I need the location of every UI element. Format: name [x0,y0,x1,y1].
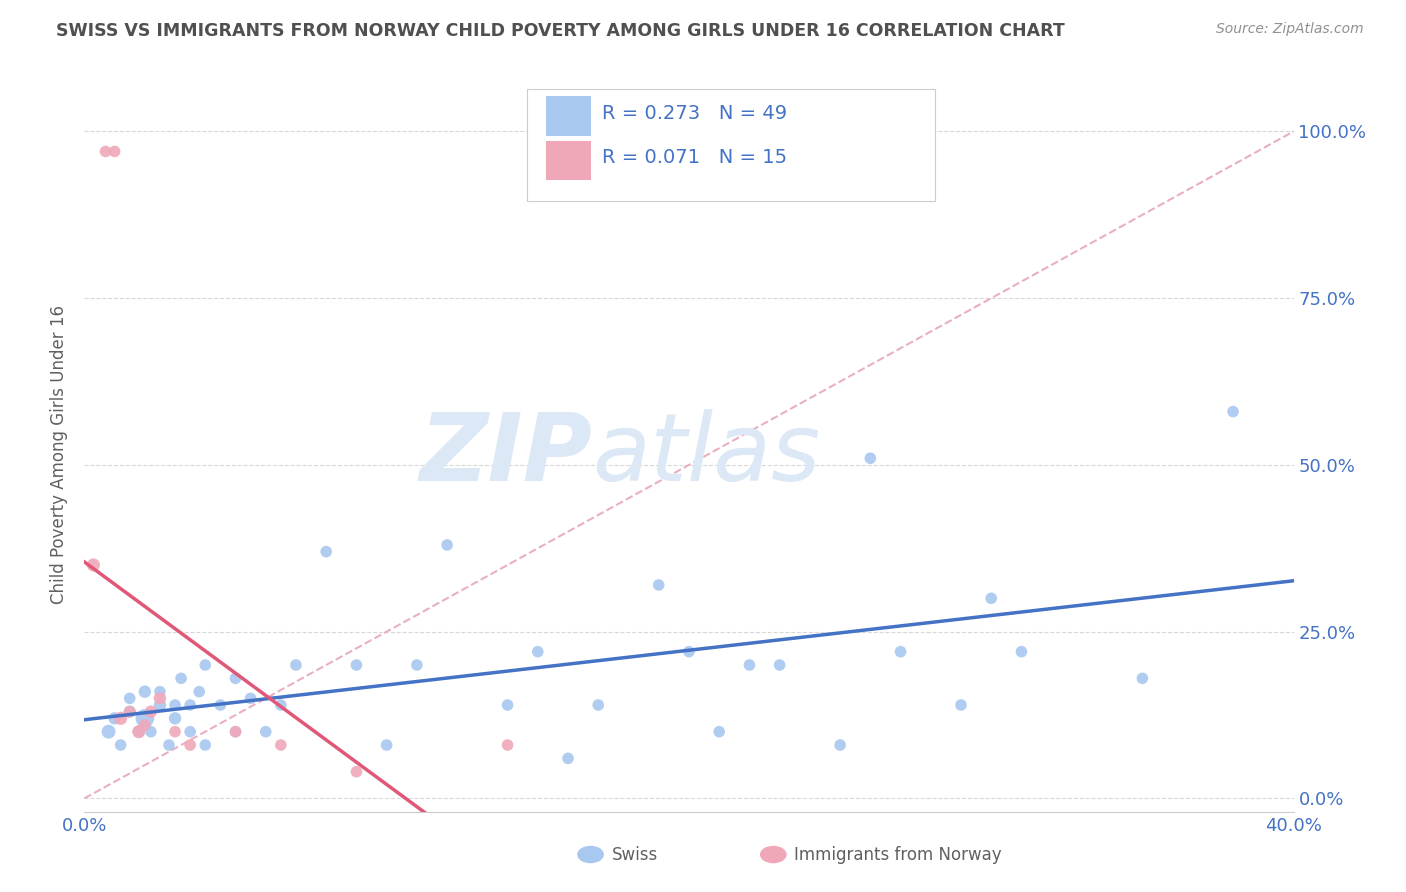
Text: ZIP: ZIP [419,409,592,501]
Y-axis label: Child Poverty Among Girls Under 16: Child Poverty Among Girls Under 16 [51,305,69,605]
Point [149,684,172,698]
Point [165,698,187,712]
Point [118,691,141,706]
Point [97,724,120,739]
Point [110,738,132,752]
Point [709,724,731,739]
Point [128,724,150,739]
Point [194,738,217,752]
Point [890,645,912,659]
Point [239,691,262,706]
Point [225,724,247,739]
Point [270,738,292,752]
Point [496,738,519,752]
Point [527,645,550,659]
Point [134,684,156,698]
Point [1011,645,1033,659]
Text: Swiss: Swiss [612,846,658,863]
Text: Immigrants from Norway: Immigrants from Norway [794,846,1002,863]
Point [950,698,973,712]
Point [557,751,579,765]
Text: R = 0.071   N = 15: R = 0.071 N = 15 [602,148,787,168]
Point [225,724,247,739]
Point [188,684,211,698]
Point [346,658,368,673]
Point [738,658,761,673]
Point [346,764,368,779]
Point [134,718,156,732]
Point [1222,404,1244,418]
Point [157,738,180,752]
Text: Source: ZipAtlas.com: Source: ZipAtlas.com [1216,22,1364,37]
Point [406,658,429,673]
Point [375,738,398,752]
Point [134,711,156,725]
Point [678,645,700,659]
Point [225,671,247,685]
Point [1130,671,1153,685]
Point [110,711,132,725]
Point [170,671,193,685]
Text: SWISS VS IMMIGRANTS FROM NORWAY CHILD POVERTY AMONG GIRLS UNDER 16 CORRELATION C: SWISS VS IMMIGRANTS FROM NORWAY CHILD PO… [56,22,1064,40]
Point [82,558,104,572]
Point [648,578,671,592]
Text: atlas: atlas [592,409,821,500]
Point [436,538,458,552]
Point [270,698,292,712]
Point [588,698,610,712]
Point [285,658,308,673]
Point [315,544,337,558]
Point [254,724,277,739]
Point [139,724,162,739]
Point [104,711,127,725]
Point [94,145,117,159]
Point [165,724,187,739]
Point [769,658,792,673]
Point [149,691,172,706]
Point [179,724,201,739]
Point [830,738,852,752]
Point [496,698,519,712]
Text: R = 0.273   N = 49: R = 0.273 N = 49 [602,103,787,123]
Point [179,738,201,752]
Point [104,145,127,159]
Point [149,698,172,712]
Point [179,698,201,712]
Point [118,705,141,719]
Point [209,698,232,712]
Point [139,705,162,719]
Point [128,724,150,739]
Point [118,705,141,719]
Point [859,451,882,466]
Point [165,711,187,725]
Point [194,658,217,673]
Point [980,591,1002,606]
